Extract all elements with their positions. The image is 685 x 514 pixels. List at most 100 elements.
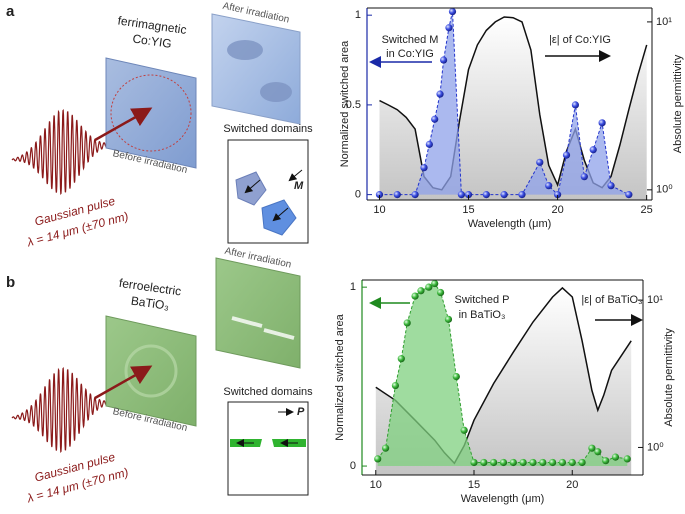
data-point bbox=[425, 283, 433, 291]
domains-symbol: M bbox=[294, 180, 304, 192]
y2-axis-label: Absolute permittivity bbox=[663, 328, 675, 427]
data-point bbox=[558, 458, 567, 467]
data-point bbox=[439, 56, 448, 64]
data-point bbox=[607, 182, 615, 190]
data-point bbox=[464, 191, 473, 199]
data-point bbox=[391, 381, 400, 390]
data-point bbox=[470, 458, 478, 467]
data-point bbox=[417, 287, 425, 295]
data-point bbox=[602, 457, 610, 465]
switched-area-fill bbox=[377, 283, 628, 467]
annotation: Switched M bbox=[382, 34, 439, 46]
pulse-wave bbox=[11, 109, 113, 195]
x-tick-label: 15 bbox=[468, 479, 480, 491]
data-point bbox=[381, 444, 390, 452]
x-tick-label: 10 bbox=[373, 204, 385, 216]
after-plate bbox=[211, 13, 301, 125]
data-point bbox=[448, 7, 457, 16]
data-point bbox=[539, 458, 547, 467]
material-label: Co:YIG bbox=[132, 32, 173, 51]
data-point bbox=[490, 458, 498, 467]
data-point bbox=[611, 453, 620, 461]
data-point bbox=[518, 191, 526, 199]
data-point bbox=[571, 101, 580, 109]
data-point bbox=[436, 90, 444, 98]
y2-tick-label: 10¹ bbox=[656, 16, 672, 28]
data-point bbox=[431, 115, 439, 123]
data-point bbox=[460, 426, 468, 434]
y2-axis-label: Absolute permittivity bbox=[672, 54, 684, 153]
beam-arrow bbox=[94, 365, 153, 400]
pulse-wave bbox=[11, 367, 113, 453]
domain bbox=[231, 316, 263, 328]
domains-title: Switched domains bbox=[223, 386, 313, 398]
data-point bbox=[420, 164, 428, 172]
y-tick-label: 1 bbox=[355, 9, 361, 21]
y-tick-label: 1 bbox=[350, 281, 356, 293]
y-tick-label: 0.5 bbox=[346, 99, 361, 111]
data-point bbox=[553, 191, 562, 199]
domain bbox=[227, 40, 263, 60]
data-point bbox=[457, 191, 466, 199]
data-point bbox=[529, 458, 537, 467]
x-tick-label: 15 bbox=[462, 204, 474, 216]
data-point bbox=[425, 140, 433, 148]
domains-box bbox=[227, 401, 309, 496]
after-plate bbox=[215, 257, 301, 369]
data-point bbox=[431, 279, 439, 288]
data-point bbox=[437, 288, 445, 297]
annotation: in Co:YIG bbox=[386, 48, 434, 60]
data-point bbox=[625, 191, 633, 199]
data-point bbox=[588, 444, 596, 452]
x-tick-label: 20 bbox=[551, 204, 563, 216]
beam-spot bbox=[124, 344, 178, 398]
y-axis-label: Normalized switched area bbox=[334, 313, 346, 440]
moment-arrow bbox=[244, 179, 261, 194]
material-label: ferroelectric bbox=[118, 276, 182, 299]
domain bbox=[260, 82, 292, 102]
panel-label: a bbox=[6, 3, 15, 20]
domains-symbol: P bbox=[297, 406, 305, 418]
domain bbox=[263, 328, 295, 340]
data-point bbox=[499, 458, 508, 467]
data-point bbox=[375, 191, 384, 199]
beam-spot bbox=[110, 74, 192, 152]
annotation: |ε| of Co:YIG bbox=[549, 34, 611, 46]
switched-area-fill bbox=[379, 11, 629, 195]
data-point bbox=[403, 319, 411, 327]
data-point bbox=[568, 458, 576, 467]
data-point bbox=[623, 455, 631, 463]
data-point bbox=[397, 355, 405, 363]
material-label: BaTiO₃ bbox=[130, 294, 170, 313]
x-axis-label: Wavelength (μm) bbox=[461, 493, 545, 505]
data-point bbox=[549, 458, 557, 467]
legend-arrow bbox=[288, 169, 303, 182]
permittivity-area bbox=[375, 287, 632, 475]
y2-tick-label: 10⁰ bbox=[647, 441, 664, 453]
data-point bbox=[411, 292, 419, 300]
annotation: |ε| of BaTiO₃ bbox=[581, 294, 642, 306]
data-point bbox=[374, 455, 382, 463]
data-point bbox=[519, 458, 527, 467]
data-point bbox=[482, 191, 490, 199]
data-point bbox=[444, 315, 453, 323]
annotation: Switched P bbox=[454, 294, 509, 306]
x-tick-label: 25 bbox=[641, 204, 653, 216]
data-point bbox=[589, 146, 597, 154]
x-axis-label: Wavelength (μm) bbox=[468, 218, 552, 230]
data-point bbox=[598, 119, 606, 127]
data-point bbox=[480, 458, 488, 467]
beam-arrow bbox=[94, 107, 153, 142]
data-point bbox=[411, 191, 419, 199]
data-point bbox=[562, 151, 571, 159]
data-point bbox=[500, 191, 508, 199]
data-point bbox=[509, 458, 517, 467]
x-tick-label: 20 bbox=[566, 479, 578, 491]
annotation: in BaTiO₃ bbox=[459, 309, 506, 321]
y2-tick-label: 10¹ bbox=[647, 294, 663, 306]
domains-title: Switched domains bbox=[223, 123, 313, 135]
data-point bbox=[452, 373, 460, 381]
data-point bbox=[545, 182, 553, 190]
panel-label: b bbox=[6, 274, 15, 291]
